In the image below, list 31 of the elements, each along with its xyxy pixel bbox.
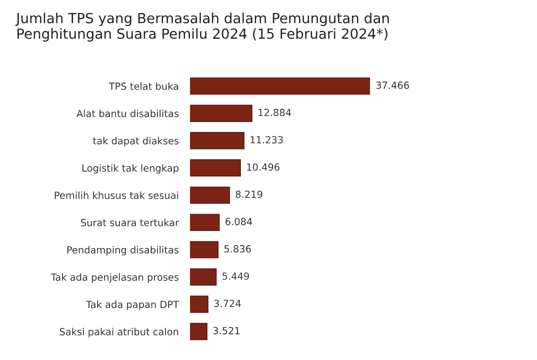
data-label: 11.233 (250, 136, 283, 144)
data-label: 3.521 (213, 326, 240, 334)
data-label: 5.449 (222, 272, 249, 280)
data-label: 12.884 (258, 108, 291, 116)
y-tick-label: Pendamping disabilitas (67, 246, 179, 256)
y-tick-label: Alat bantu disabilitas (76, 110, 179, 118)
bar (190, 214, 220, 232)
data-label: 37.466 (376, 82, 409, 89)
bar (190, 268, 217, 286)
y-tick-label: Surat suara tertukar (81, 218, 179, 226)
bar (190, 322, 208, 340)
bar (190, 77, 370, 95)
bar (190, 296, 208, 313)
data-label: 3.724 (214, 300, 241, 308)
y-tick-label: tak dapat diakses (93, 136, 179, 146)
y-tick-label: Pemilih khusus tak sesuai (54, 191, 178, 199)
chart-title: Jumlah TPS yang Bermasalah dalam Pemungutan dan Penghitungan Suara Pemilu 2024 (15 Februari 2024*) (15, 12, 389, 42)
bar (190, 241, 219, 258)
y-tick-label: Tak ada penjelasan proses (50, 273, 179, 283)
y-tick-label: Saksi pakai atribut calon (60, 328, 178, 338)
bar (190, 159, 241, 176)
data-label: 5.836 (224, 245, 251, 253)
bar (190, 186, 230, 204)
data-label: 10.496 (247, 163, 280, 171)
data-label: 8.219 (236, 190, 262, 198)
bar (190, 132, 244, 150)
y-tick-label: TPS telat buka (108, 82, 178, 90)
data-label: 6.084 (226, 218, 252, 226)
bar (190, 104, 252, 122)
y-tick-label: Logistik tak lengkap (82, 164, 178, 174)
y-tick-label: Tak ada papan DPT (86, 300, 180, 310)
